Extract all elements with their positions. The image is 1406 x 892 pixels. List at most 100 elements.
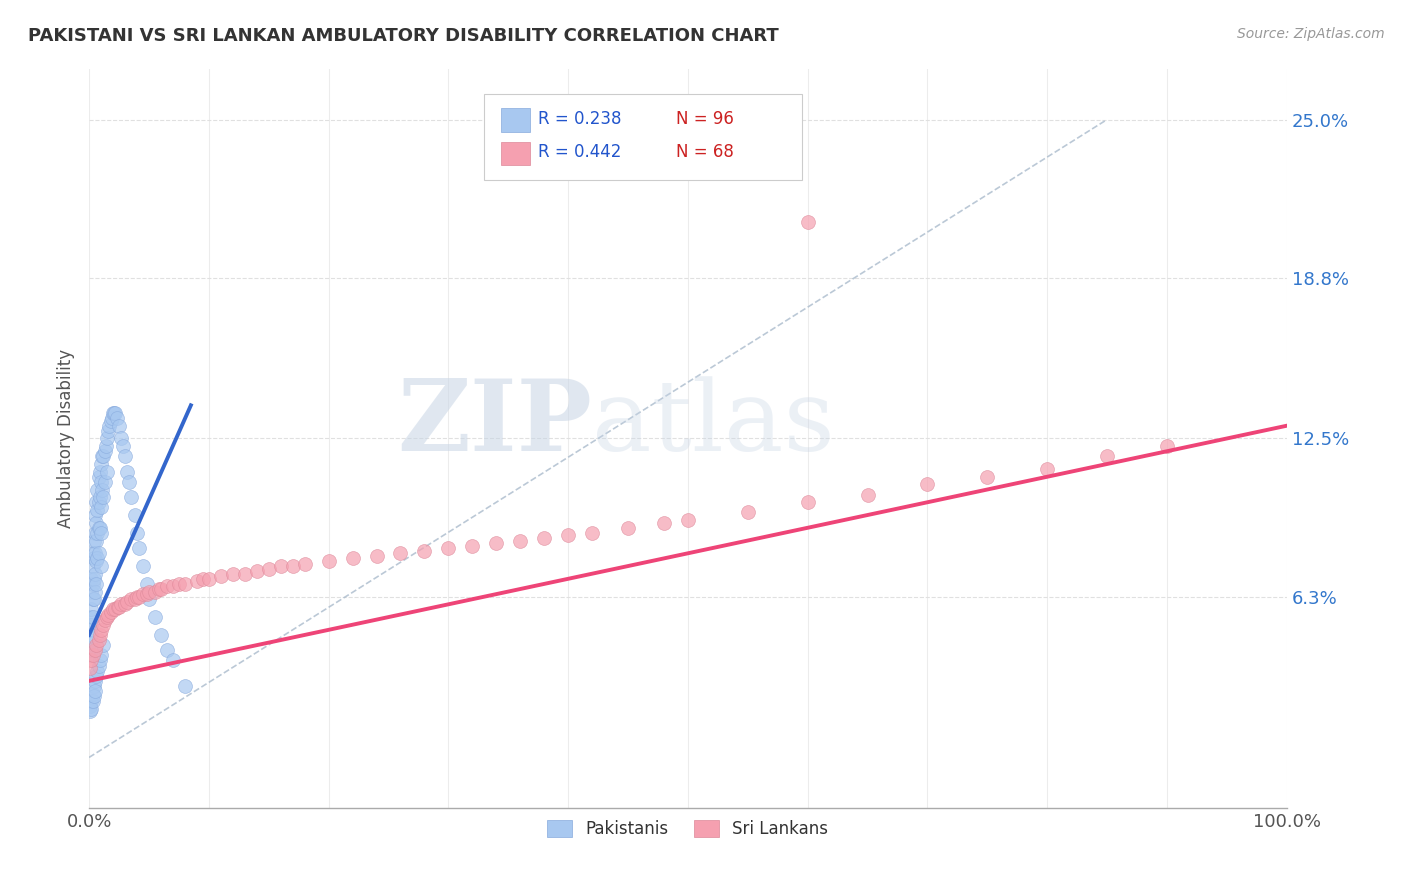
Point: [108, 599, 131, 614]
Point: [617, 521, 640, 535]
Point: [80, 602, 103, 616]
Legend: Pakistanis, Sri Lankans: Pakistanis, Sri Lankans: [541, 813, 835, 845]
Point: [167, 577, 190, 591]
Point: [83, 679, 105, 693]
Point: [413, 543, 436, 558]
Point: [84, 546, 107, 560]
Point: [89, 653, 111, 667]
Point: [84, 516, 107, 530]
Point: [100, 605, 122, 619]
Point: [79, 635, 101, 649]
Point: [84, 577, 107, 591]
Point: [84, 554, 107, 568]
Point: [120, 592, 142, 607]
Point: [93, 638, 115, 652]
Point: [83, 689, 105, 703]
Point: [87, 469, 110, 483]
Point: [124, 592, 146, 607]
Point: [104, 406, 127, 420]
Point: [101, 602, 124, 616]
Point: [173, 679, 195, 693]
Point: [437, 541, 460, 556]
Point: [96, 465, 118, 479]
Point: [222, 566, 245, 581]
Point: [156, 579, 179, 593]
Point: [581, 525, 603, 540]
Point: [89, 521, 111, 535]
Point: [82, 577, 104, 591]
Point: [366, 549, 388, 563]
Point: [93, 490, 115, 504]
Point: [101, 411, 124, 425]
Point: [342, 551, 364, 566]
Point: [294, 557, 316, 571]
Point: [97, 424, 120, 438]
Text: ZIP: ZIP: [398, 376, 592, 472]
Point: [93, 617, 115, 632]
Point: [89, 628, 111, 642]
Point: [91, 483, 114, 497]
Point: [82, 694, 104, 708]
Point: [485, 536, 508, 550]
FancyBboxPatch shape: [501, 142, 530, 165]
Point: [1156, 439, 1178, 453]
Point: [84, 638, 107, 652]
Point: [80, 643, 103, 657]
Point: [128, 590, 150, 604]
Point: [138, 592, 160, 607]
Point: [91, 450, 114, 464]
Point: [83, 572, 105, 586]
FancyBboxPatch shape: [501, 109, 530, 132]
Point: [86, 664, 108, 678]
Point: [79, 699, 101, 714]
Point: [87, 658, 110, 673]
Point: [162, 579, 184, 593]
Point: [93, 450, 115, 464]
Point: [84, 584, 107, 599]
Point: [80, 628, 103, 642]
Point: [83, 533, 105, 548]
Point: [107, 599, 129, 614]
Point: [80, 584, 103, 599]
Point: [389, 546, 412, 560]
Point: [87, 546, 110, 560]
Point: [796, 214, 818, 228]
Point: [87, 633, 110, 648]
Point: [132, 587, 155, 601]
Point: [96, 610, 118, 624]
Point: [676, 513, 699, 527]
Point: [82, 687, 104, 701]
Point: [149, 628, 172, 642]
Point: [82, 610, 104, 624]
Point: [84, 684, 107, 698]
Point: [148, 582, 170, 596]
Point: [114, 597, 136, 611]
Point: [80, 617, 103, 632]
Point: [110, 597, 132, 611]
Point: [93, 475, 115, 489]
Point: [117, 465, 139, 479]
Point: [114, 450, 136, 464]
Point: [97, 607, 120, 622]
Point: [257, 561, 280, 575]
Point: [79, 661, 101, 675]
Point: [737, 506, 759, 520]
Point: [652, 516, 675, 530]
Point: [110, 432, 132, 446]
Point: [270, 559, 292, 574]
Point: [162, 653, 184, 667]
Point: [87, 521, 110, 535]
Point: [90, 559, 112, 574]
Text: R = 0.442: R = 0.442: [538, 143, 621, 161]
Point: [84, 673, 107, 688]
Point: [138, 584, 160, 599]
Point: [100, 414, 122, 428]
Point: [135, 577, 157, 591]
Point: [186, 574, 208, 589]
Point: [86, 483, 108, 497]
Point: [93, 444, 115, 458]
Point: [82, 546, 104, 560]
Point: [82, 559, 104, 574]
Point: [233, 566, 256, 581]
Point: [90, 525, 112, 540]
